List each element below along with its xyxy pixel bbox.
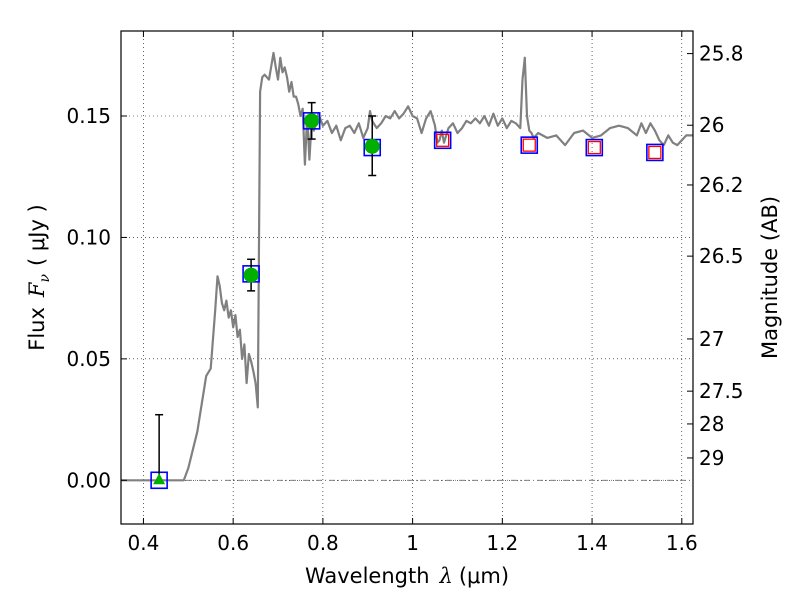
grid-lines: [121, 31, 693, 524]
red-square-marker: [436, 133, 450, 147]
plot-frame: [120, 30, 694, 525]
detection-point: [304, 113, 320, 129]
spectrum-line: [121, 51, 693, 482]
red-square-marker: [587, 140, 601, 155]
nondetection-triangle: [153, 473, 166, 485]
y-tick-label: 0.00: [66, 468, 111, 492]
y-tick-label: 0.10: [66, 225, 111, 249]
axis-ticks: 0.4 0.6 0.8 1 1.2 1.4 1.6 0.00 0.05 0.10 0.15 25.8 2…: [66, 31, 744, 555]
blue-box-marker: [520, 136, 539, 154]
red-square-marker: [522, 138, 536, 152]
y2-axis-label: Magnitude (AB): [758, 196, 782, 359]
y2-tick-label: 26.2: [699, 173, 744, 197]
x-tick-label: 0.8: [307, 531, 339, 555]
y2-tick-label: 27.5: [699, 379, 744, 403]
y2-tick-label: 29: [699, 446, 724, 470]
model-spectrum: [121, 51, 693, 482]
y2-tick-label: 26: [699, 113, 724, 137]
y2-tick-label: 25.8: [699, 42, 744, 66]
x-tick-label: 0.4: [128, 531, 160, 555]
y2-tick-label: 26.5: [699, 244, 744, 268]
x-tick-label: 0.6: [217, 531, 249, 555]
blue-box-marker: [646, 143, 664, 162]
x-tick-label: 1.4: [576, 531, 608, 555]
photometry-markers: [150, 101, 664, 490]
y2-tick-label: 27: [699, 327, 724, 351]
x-tick-label: 1: [406, 531, 419, 555]
blue-box-marker: [585, 138, 604, 157]
blue-box-marker: [433, 131, 452, 150]
x-tick-label: 1.6: [666, 531, 698, 555]
detection-point: [364, 138, 380, 154]
red-square-marker: [648, 145, 662, 160]
y-tick-label: 0.15: [66, 104, 111, 128]
x-tick-label: 1.2: [486, 531, 518, 555]
x-axis-label: Wavelength λ (μm): [305, 564, 509, 588]
detection-point: [243, 267, 259, 283]
y-axis-label: FluxFν( μJy ): [25, 204, 53, 350]
y-tick-label: 0.05: [66, 347, 111, 371]
y2-tick-label: 28: [699, 412, 724, 436]
